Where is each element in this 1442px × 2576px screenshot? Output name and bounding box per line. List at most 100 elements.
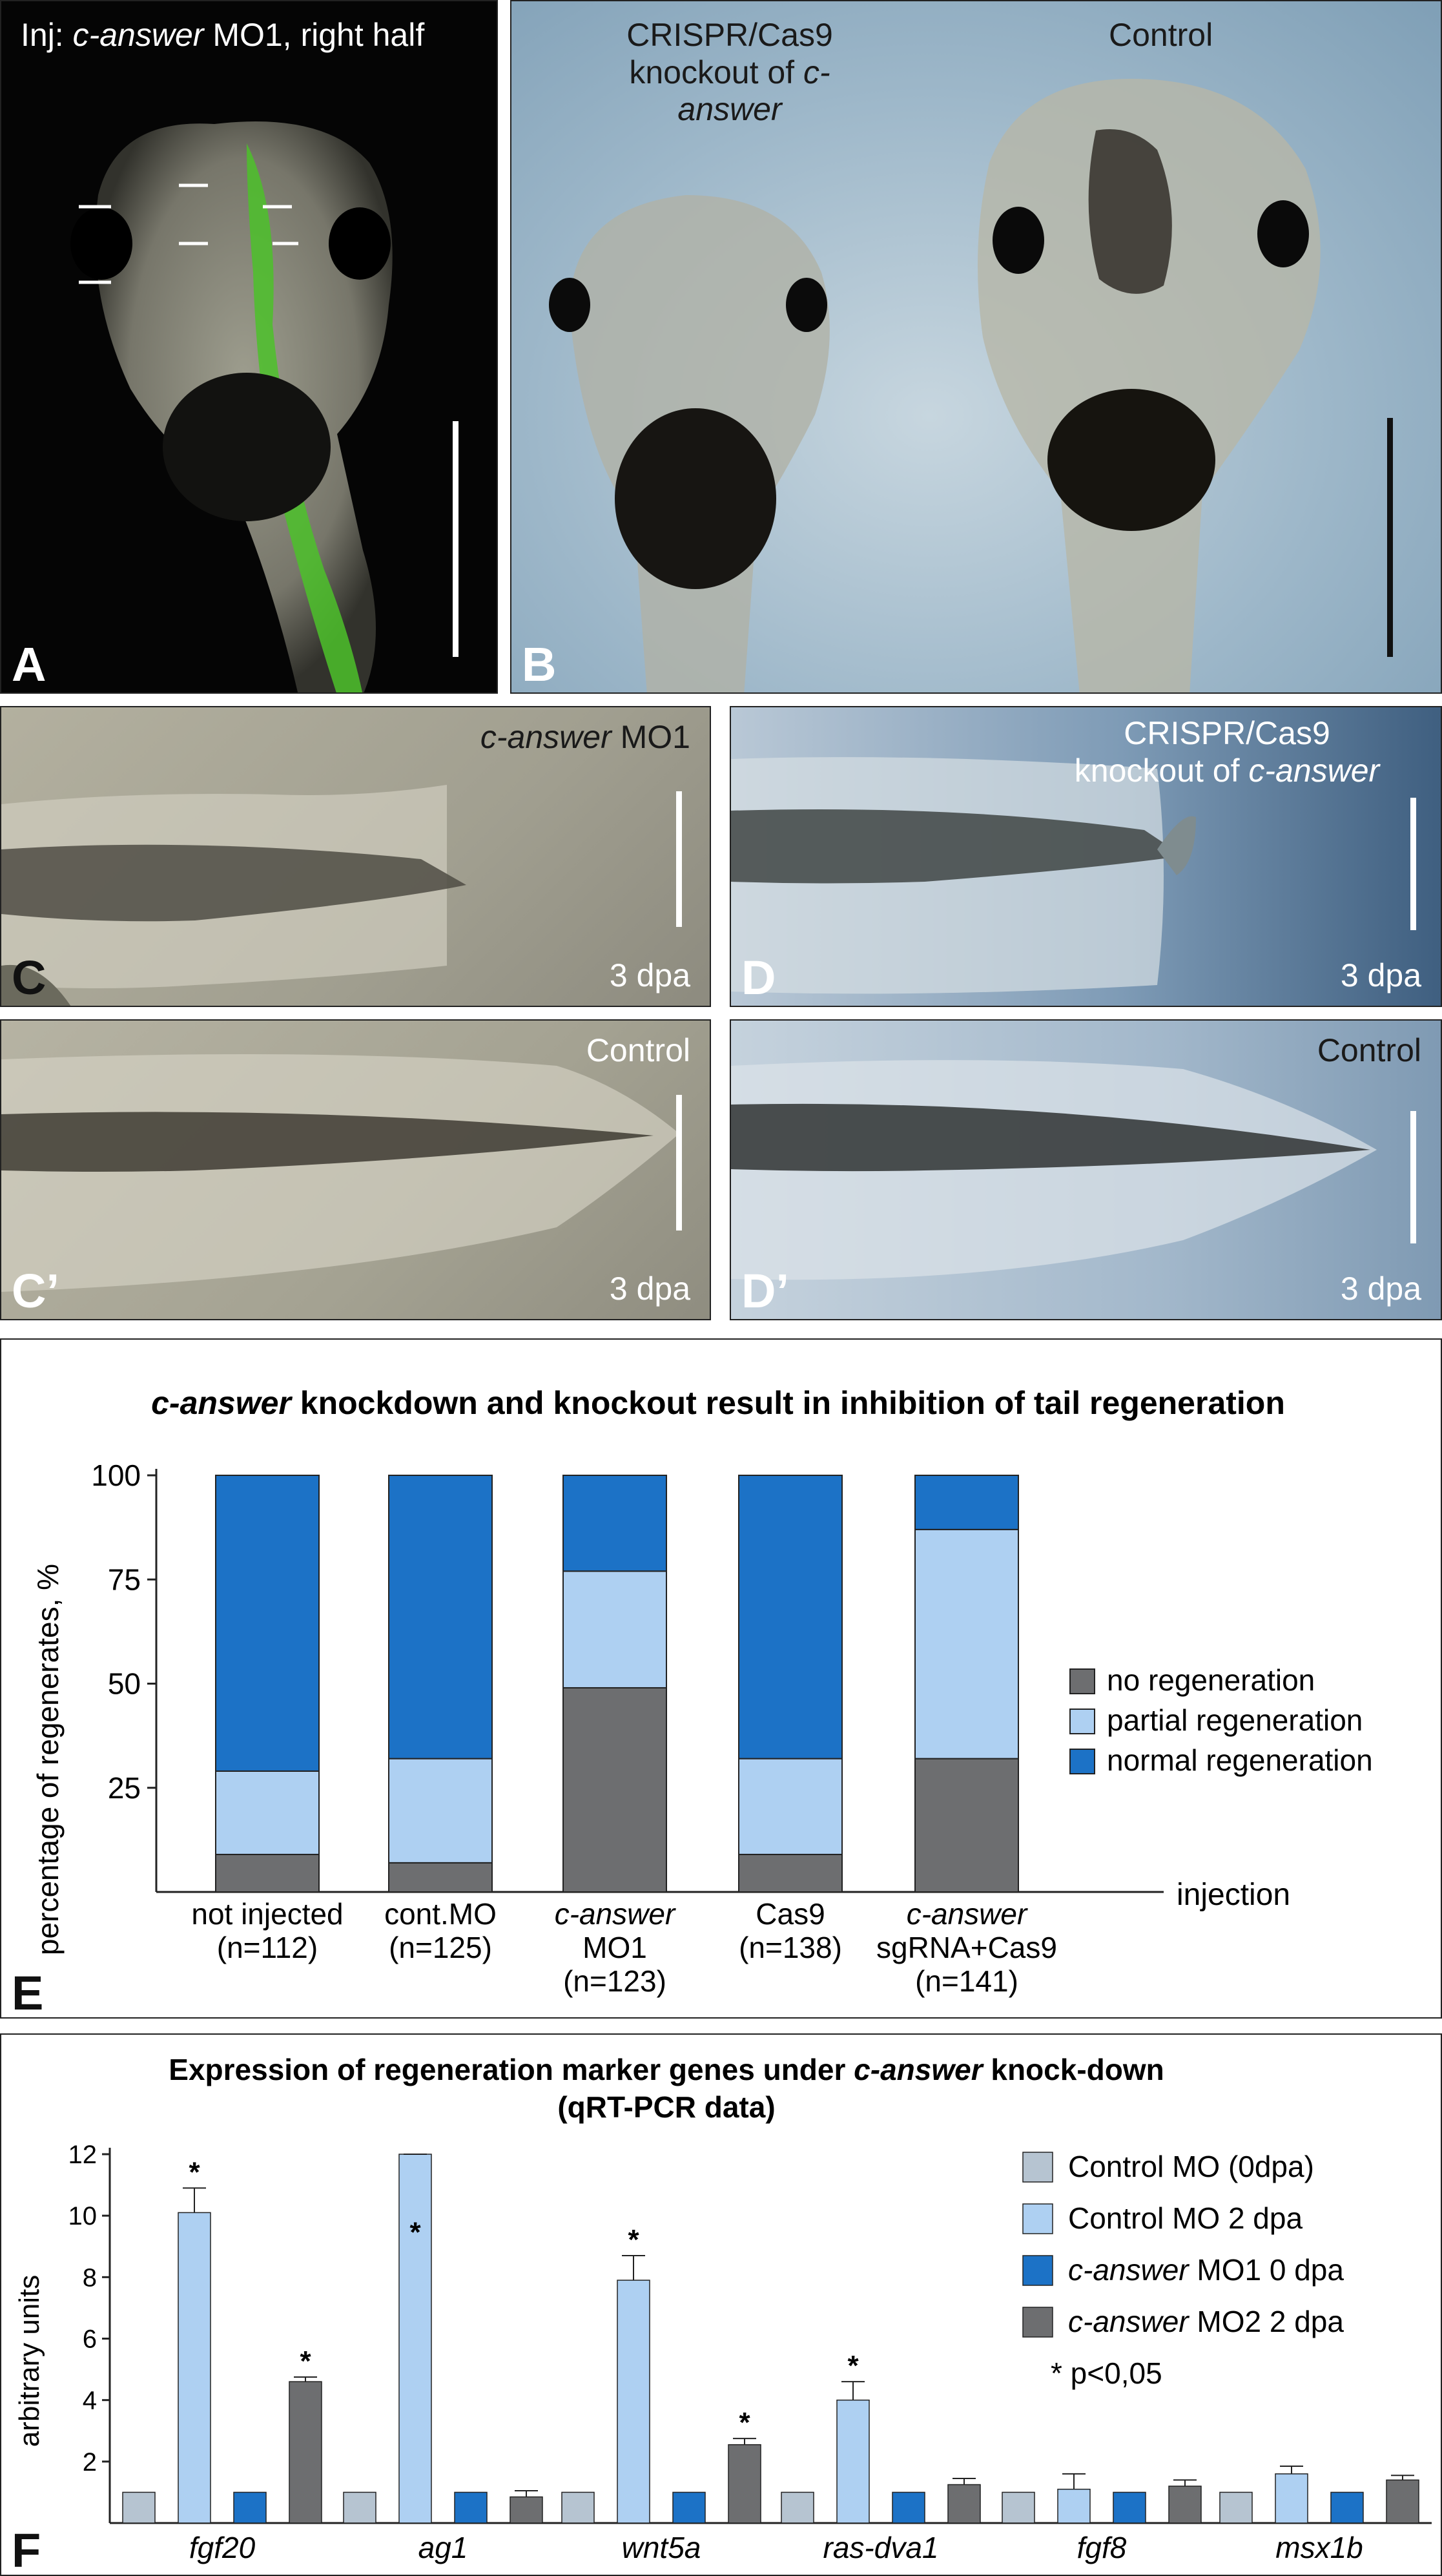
legend-label: c-answer MO2 2 dpa: [1068, 2305, 1344, 2338]
legend-swatch: [1069, 1749, 1095, 1774]
panel-b-caption-control: Control: [1109, 17, 1213, 53]
y-tick-label: 25: [108, 1771, 141, 1805]
tail-knockdown-image: [1, 785, 466, 1006]
bar: [1386, 2479, 1419, 2524]
legend-swatch: [1022, 2203, 1053, 2234]
gene-label: msx1b: [1275, 2531, 1363, 2564]
legend-label: partial regeneration: [1107, 1703, 1363, 1737]
bar-segment-partial-regeneration: [388, 1758, 493, 1864]
bar-segment-normal-regeneration: [215, 1475, 320, 1772]
panel-c-photo: c-answer MO1 3 dpa C: [0, 706, 711, 1007]
legend-swatch: [1022, 2307, 1053, 2338]
significance-mark: *: [847, 2350, 859, 2382]
category-label: (n=125): [389, 1931, 492, 1964]
legend-label: Control MO 2 dpa: [1068, 2201, 1303, 2235]
scale-bar: [1387, 418, 1393, 657]
y-axis-label: arbitrary units: [14, 2275, 45, 2447]
bar-segment-normal-regeneration: [914, 1475, 1019, 1530]
panel-f-grouped-bar-chart: Expression of regeneration marker genes …: [0, 2033, 1442, 2576]
significance-mark: *: [628, 2224, 639, 2256]
category-label: c-answer: [907, 1897, 1028, 1931]
bar-segment-normal-regeneration: [562, 1475, 667, 1572]
category-label: MO1: [582, 1931, 647, 1964]
category-label: Cas9: [756, 1897, 825, 1931]
x-axis-label: injection: [1177, 1878, 1290, 1912]
panel-a-photo: Inj: c-answer MO1, right half A: [0, 0, 498, 694]
category-label: c-answer: [555, 1897, 676, 1931]
scale-bar: [1410, 1111, 1416, 1243]
legend-swatch: [1069, 1709, 1095, 1734]
bar: [122, 2491, 156, 2524]
legend: Control MO (0dpa) Control MO 2 dpa c-answe…: [1022, 2150, 1344, 2390]
legend-swatch: [1022, 2152, 1053, 2183]
days-post-amputation-label: 3 dpa: [1340, 1271, 1421, 1307]
legend-label: normal regeneration: [1107, 1743, 1373, 1777]
bar-segment-partial-regeneration: [738, 1758, 843, 1855]
bar: [510, 2496, 543, 2524]
gene-label: ras-dva1: [823, 2531, 939, 2564]
bar: [781, 2491, 814, 2524]
bar: [728, 2444, 761, 2524]
legend-swatch: [1022, 2255, 1053, 2286]
category-label: not injected: [191, 1897, 343, 1931]
panel-label: E: [12, 1966, 44, 2019]
bar-segment-no-regeneration: [738, 1853, 843, 1893]
bar: [1113, 2491, 1146, 2524]
bar: [1219, 2491, 1253, 2524]
category-label: (n=123): [563, 1964, 666, 1998]
gene-label: wnt5a: [622, 2531, 701, 2564]
significance-mark: *: [300, 2345, 311, 2377]
y-axis-label: percentage of regenerates, %: [31, 1564, 65, 1955]
y-tick-label: 75: [108, 1563, 141, 1596]
bar: [617, 2280, 650, 2524]
y-tick-label: 12: [68, 2141, 98, 2169]
significance-mark: *: [739, 2407, 750, 2438]
panel-c-prime-caption: Control: [586, 1032, 690, 1068]
legend-swatch: [1069, 1668, 1095, 1694]
category-label: (n=112): [217, 1931, 318, 1964]
category-label: sgRNA+Cas9: [876, 1931, 1057, 1964]
significance-note: * p<0,05: [1051, 2356, 1162, 2390]
bar-segment-no-regeneration: [388, 1862, 493, 1893]
y-tick-label: 2: [83, 2448, 97, 2477]
panel-d-prime-photo: Control 3 dpa D’: [730, 1019, 1442, 1320]
bar: [343, 2491, 376, 2524]
bar: [1168, 2486, 1202, 2524]
panel-d-caption: CRISPR/Cas9 knockout of c-answer: [1074, 715, 1380, 789]
panel-d-prime-caption: Control: [1317, 1032, 1421, 1068]
bar-segment-no-regeneration: [215, 1853, 320, 1893]
gene-label: fgf20: [189, 2531, 256, 2564]
category-label: cont.MO: [384, 1897, 497, 1931]
panel-b-caption-knockout: CRISPR/Cas9 knockout of c-answer: [626, 17, 833, 127]
tail-control-image: [1, 1054, 679, 1292]
bar-segment-partial-regeneration: [215, 1770, 320, 1855]
bar: [398, 2154, 432, 2524]
bar: [1002, 2491, 1035, 2524]
gene-label: fgf8: [1077, 2531, 1127, 2564]
bar-segment-normal-regeneration: [738, 1475, 843, 1760]
category-label: (n=138): [739, 1931, 842, 1964]
bar: [836, 2399, 870, 2524]
bar: [672, 2491, 706, 2524]
bar-segment-normal-regeneration: [388, 1475, 493, 1760]
days-post-amputation-label: 3 dpa: [1340, 957, 1421, 993]
scale-bar: [1410, 798, 1416, 930]
chart-title-line2: (qRT-PCR data): [557, 2090, 775, 2124]
bar: [561, 2491, 595, 2524]
gene-label: ag1: [418, 2531, 468, 2564]
panel-label: F: [12, 2524, 41, 2576]
bar: [892, 2491, 925, 2524]
y-tick-label: 10: [68, 2202, 98, 2230]
panel-label: D’: [741, 1264, 789, 1318]
qrt-pcr-bar-chart: Expression of regeneration marker genes …: [14, 2053, 1432, 2564]
tail-control-image: [731, 1060, 1377, 1280]
panel-c-prime-photo: Control 3 dpa C’: [0, 1019, 711, 1320]
bar: [454, 2491, 488, 2524]
bar-segment-no-regeneration: [914, 1758, 1019, 1893]
bar: [1330, 2491, 1364, 2524]
bar: [289, 2381, 322, 2524]
panel-a-caption: Inj: c-answer MO1, right half: [21, 17, 425, 53]
panel-d-photo: CRISPR/Cas9 knockout of c-answer 3 dpa D: [730, 706, 1442, 1007]
panel-c-caption: c-answer MO1: [480, 719, 690, 755]
significance-mark: *: [189, 2156, 200, 2188]
